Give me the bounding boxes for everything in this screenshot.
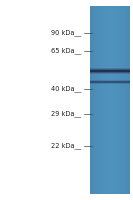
- Bar: [92, 6, 93, 194]
- Text: 29 kDa__: 29 kDa__: [51, 111, 81, 117]
- Bar: [113, 6, 114, 194]
- Bar: [115, 6, 116, 194]
- Bar: [122, 6, 123, 194]
- Bar: [117, 6, 118, 194]
- Bar: [114, 6, 115, 194]
- Bar: [102, 6, 103, 194]
- Bar: [94, 6, 95, 194]
- Bar: [108, 6, 109, 194]
- Bar: [118, 6, 119, 194]
- Bar: [99, 6, 100, 194]
- Bar: [112, 6, 113, 194]
- Bar: [129, 6, 130, 194]
- Bar: [110, 6, 111, 194]
- Bar: [121, 6, 122, 194]
- Bar: [93, 6, 94, 194]
- Bar: [124, 6, 125, 194]
- Bar: [120, 6, 121, 194]
- Bar: [96, 6, 97, 194]
- Bar: [127, 6, 128, 194]
- Bar: [91, 6, 92, 194]
- Bar: [105, 6, 106, 194]
- Bar: [128, 6, 129, 194]
- Bar: [106, 6, 107, 194]
- Bar: [90, 6, 91, 194]
- Bar: [95, 6, 96, 194]
- Bar: [107, 6, 108, 194]
- Bar: [100, 6, 101, 194]
- Bar: [125, 6, 126, 194]
- Bar: [101, 6, 102, 194]
- Text: 65 kDa__: 65 kDa__: [51, 48, 81, 54]
- Bar: [111, 6, 112, 194]
- Bar: [116, 6, 117, 194]
- Text: 22 kDa__: 22 kDa__: [51, 143, 81, 149]
- Bar: [103, 6, 104, 194]
- Text: 90 kDa__: 90 kDa__: [51, 30, 81, 36]
- Bar: [126, 6, 127, 194]
- Bar: [109, 6, 110, 194]
- Bar: [104, 6, 105, 194]
- Bar: [119, 6, 120, 194]
- Bar: [98, 6, 99, 194]
- Text: 40 kDa__: 40 kDa__: [51, 86, 81, 92]
- Bar: [97, 6, 98, 194]
- Bar: [123, 6, 124, 194]
